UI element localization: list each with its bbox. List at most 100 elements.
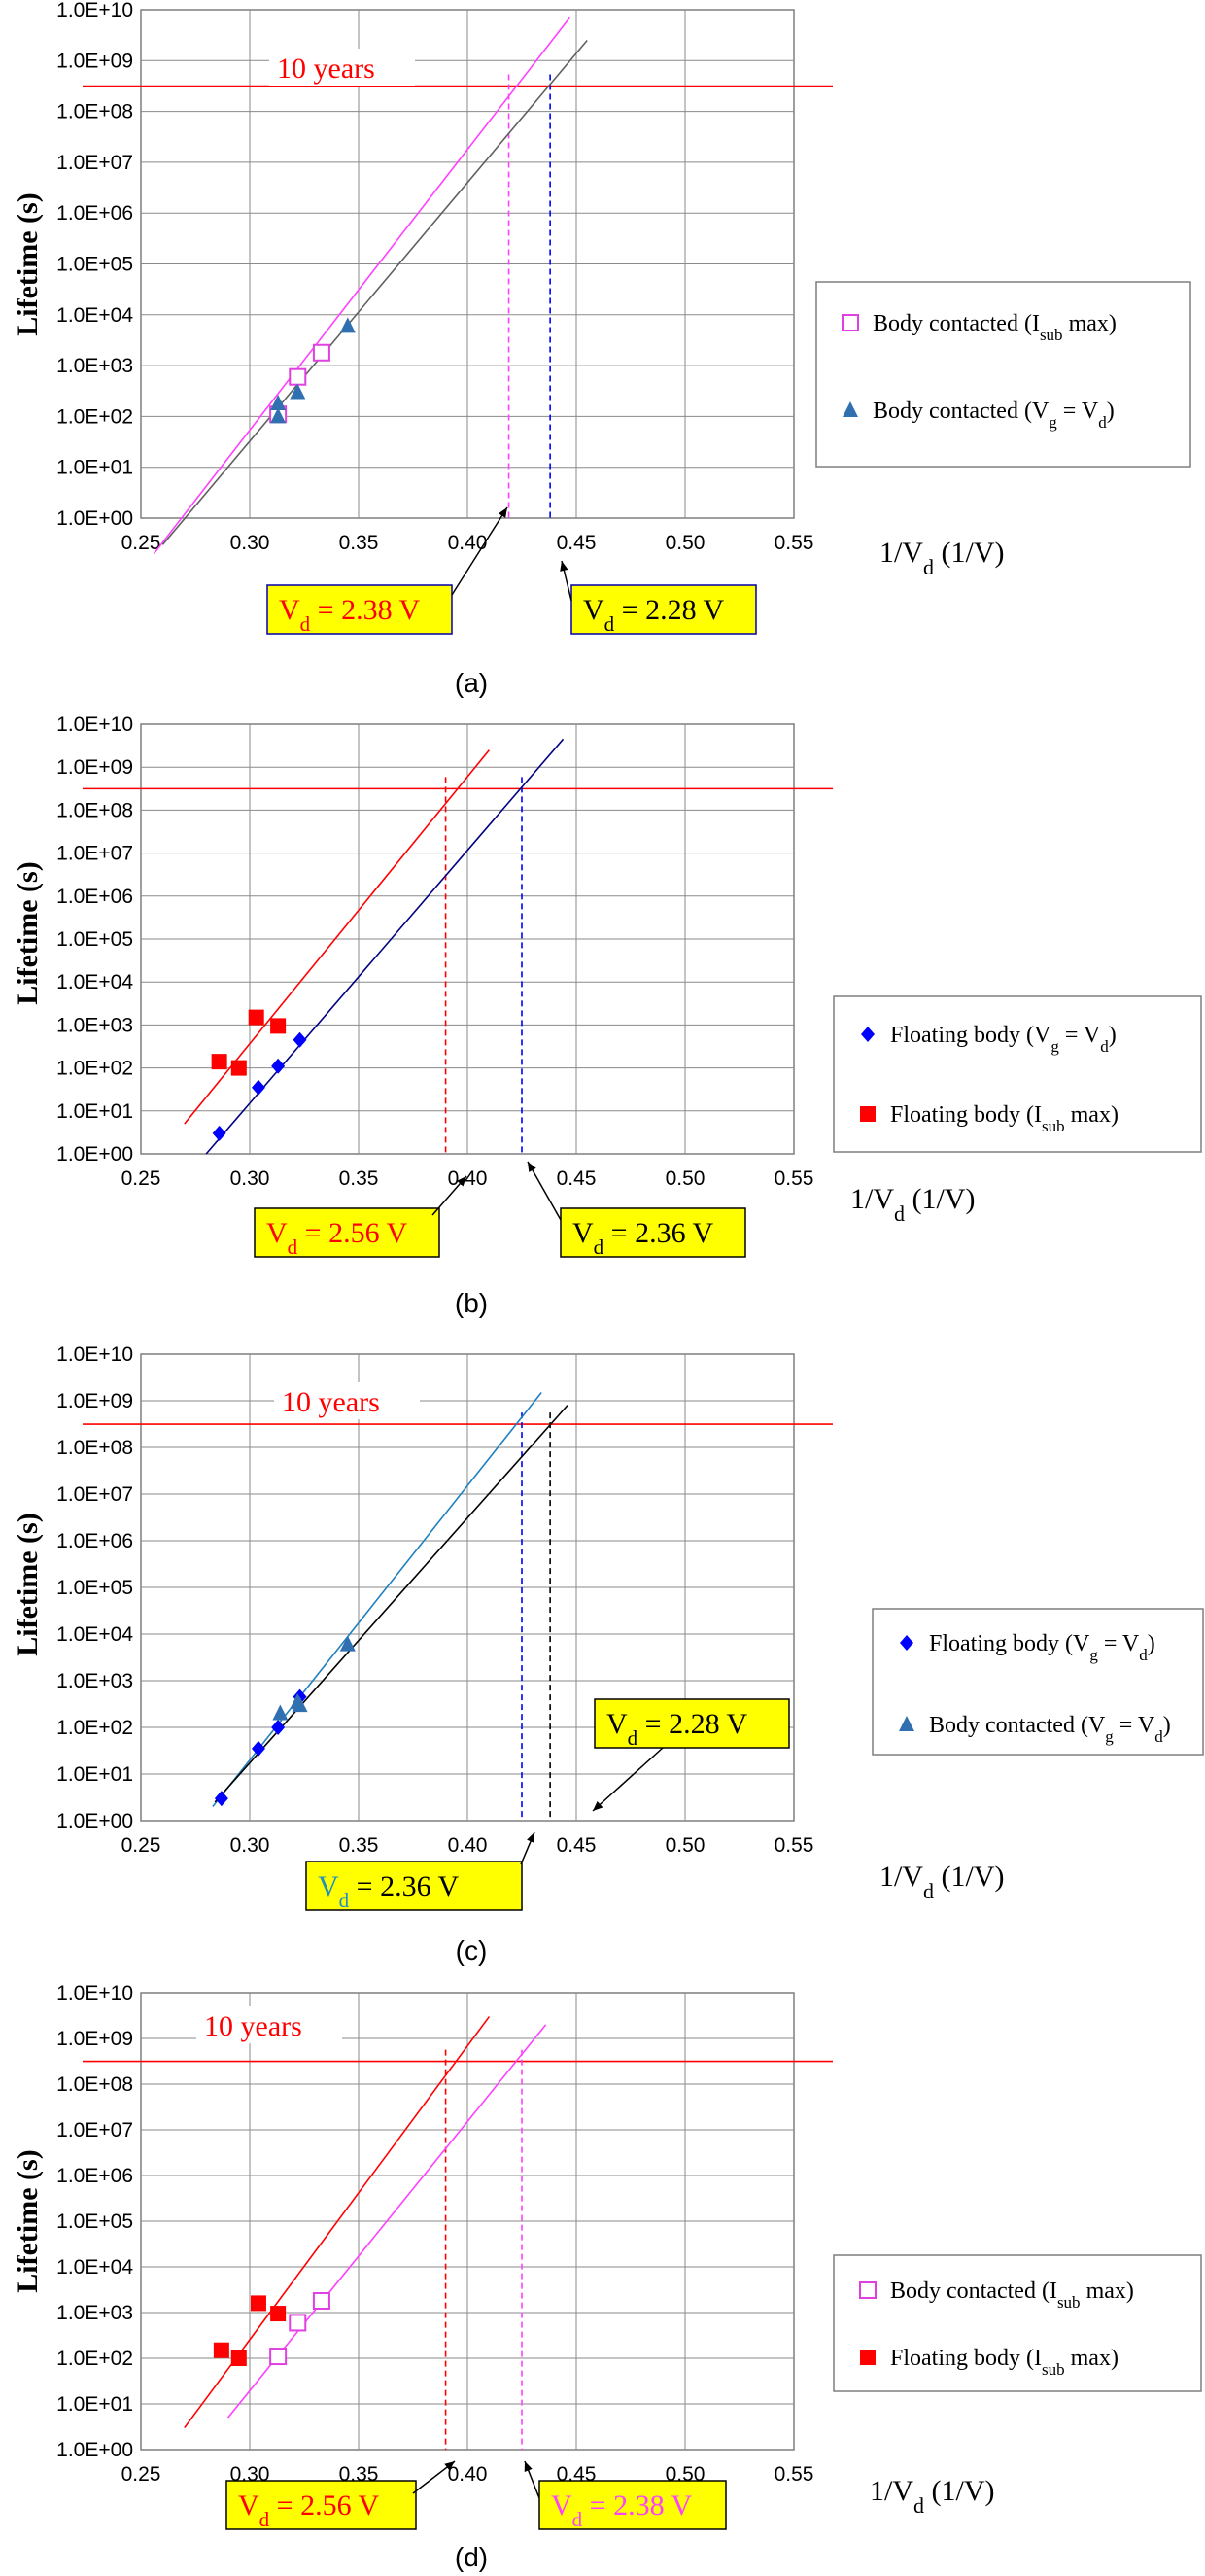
- legend-marker: [842, 314, 859, 331]
- panel-label: (a): [455, 668, 488, 698]
- y-tick-label: 1.0E+04: [56, 971, 133, 993]
- data-point-s0: [289, 2314, 307, 2332]
- y-tick-label: 1.0E+03: [56, 2302, 133, 2324]
- y-tick-label: 1.0E+04: [56, 304, 133, 327]
- y-tick-label: 1.0E+01: [56, 1100, 133, 1123]
- vd-callout-text: Vd = 2.56 V: [266, 1217, 408, 1259]
- ten-years-label: 10 years: [204, 2010, 302, 2042]
- data-point-s1: [211, 1054, 227, 1070]
- x-tick-label: 0.40: [448, 532, 488, 554]
- data-point-s1: [272, 1704, 289, 1721]
- y-axis-label: Lifetime (s): [12, 2149, 44, 2292]
- vd-callout-text: Vd = 2.38 V: [279, 594, 421, 636]
- panel-label: (b): [455, 1288, 488, 1318]
- y-tick-label: 1.0E+02: [56, 1717, 133, 1739]
- data-point-s1: [339, 1635, 356, 1652]
- arrowhead: [527, 1832, 534, 1843]
- arrowhead: [444, 2461, 455, 2471]
- y-tick-label: 1.0E+09: [56, 2028, 133, 2050]
- y-axis-label: Lifetime (s): [12, 861, 44, 1004]
- legend-marker: [843, 401, 858, 417]
- x-tick-label: 0.40: [448, 1834, 488, 1857]
- vd-callout-box: [225, 2480, 417, 2530]
- y-tick-label: 1.0E+00: [56, 1143, 133, 1166]
- data-point-s0: [269, 2348, 288, 2366]
- x-tick-label: 0.25: [121, 532, 161, 554]
- x-tick-label: 0.55: [775, 1834, 814, 1857]
- x-axis-label: 1/Vd (1/V): [850, 1183, 975, 1226]
- data-point-s0: [289, 367, 307, 386]
- y-tick-label: 1.0E+02: [56, 2348, 133, 2370]
- x-tick-label: 0.35: [339, 1167, 379, 1190]
- x-tick-label: 0.25: [121, 2463, 161, 2486]
- x-tick-label: 0.55: [775, 2463, 814, 2486]
- data-point-s1: [230, 1060, 247, 1076]
- legend-entry: Body contacted (Vg = Vd): [929, 1713, 1171, 1746]
- vd-callout-box: [266, 584, 453, 635]
- data-point-s1: [230, 2350, 247, 2366]
- vd-callout-text: Vd = 2.56 V: [238, 2489, 380, 2531]
- ten-years-label: 10 years: [282, 1386, 380, 1418]
- y-tick-label: 1.0E+00: [56, 2439, 133, 2461]
- legend-box: [833, 995, 1202, 1153]
- arrowhead: [524, 2461, 533, 2472]
- x-tick-label: 0.50: [666, 532, 706, 554]
- panel-label: (c): [456, 1935, 488, 1966]
- vd-callout-text: Vd = 2.38 V: [551, 2489, 693, 2531]
- data-point-s0: [271, 1720, 286, 1735]
- legend-entry: Floating body (Vg = Vd): [929, 1631, 1155, 1664]
- x-tick-label: 0.30: [230, 1834, 270, 1857]
- y-tick-label: 1.0E+01: [56, 457, 133, 479]
- data-point-s0: [271, 1058, 286, 1074]
- legend-entry: Floating body (Isub max): [890, 2346, 1119, 2379]
- legend-marker: [899, 1716, 914, 1731]
- arrowhead: [560, 561, 568, 572]
- data-point-s1: [270, 1018, 287, 1034]
- data-point-s1: [270, 2306, 287, 2322]
- y-tick-label: 1.0E+10: [56, 1343, 133, 1366]
- y-tick-label: 1.0E+06: [56, 2165, 133, 2187]
- y-tick-label: 1.0E+09: [56, 1390, 133, 1412]
- data-point-s0: [212, 1125, 226, 1141]
- legend-marker: [859, 2281, 877, 2299]
- y-tick-label: 1.0E+10: [56, 0, 133, 21]
- x-tick-label: 0.45: [557, 532, 597, 554]
- data-point-s0: [312, 2292, 330, 2311]
- x-tick-label: 0.50: [666, 1167, 706, 1190]
- x-tick-label: 0.25: [121, 1834, 161, 1857]
- x-tick-label: 0.30: [230, 1167, 270, 1190]
- y-tick-label: 1.0E+06: [56, 1530, 133, 1552]
- x-tick-label: 0.40: [448, 2463, 488, 2486]
- y-tick-label: 1.0E+05: [56, 2210, 133, 2233]
- y-tick-label: 1.0E+03: [56, 1670, 133, 1692]
- fit-line-1: [214, 1405, 568, 1803]
- x-tick-label: 0.55: [775, 532, 814, 554]
- callout-arrow: [592, 1747, 664, 1812]
- y-tick-label: 1.0E+08: [56, 1437, 133, 1459]
- fit-line-1: [161, 39, 588, 545]
- legend-marker: [900, 1635, 913, 1651]
- data-point-s1: [292, 1696, 308, 1713]
- y-tick-label: 1.0E+07: [56, 152, 133, 174]
- data-point-s1: [270, 395, 287, 411]
- y-axis-label: Lifetime (s): [12, 192, 44, 335]
- y-tick-label: 1.0E+10: [56, 714, 133, 736]
- data-point-s1: [270, 407, 287, 424]
- x-tick-label: 0.45: [557, 1167, 597, 1190]
- callout-arrow: [451, 506, 508, 596]
- legend-entry: Floating body (Vg = Vd): [890, 1023, 1117, 1056]
- x-tick-label: 0.45: [557, 1834, 597, 1857]
- note-background: [269, 49, 415, 86]
- x-tick-label: 0.55: [775, 1167, 814, 1190]
- vd-callout-box: [538, 2480, 727, 2530]
- x-axis-label: 1/Vd (1/V): [870, 2475, 994, 2518]
- legend-marker: [861, 1027, 875, 1042]
- x-tick-label: 0.25: [121, 1167, 161, 1190]
- x-axis-label: 1/Vd (1/V): [879, 537, 1004, 579]
- chart-panel-c: 1.0E+00 1.0E+01 1.0E+02 1.0E+03 1.0E+04 1.0E+…: [12, 1343, 1204, 1966]
- y-tick-label: 1.0E+03: [56, 355, 133, 377]
- vd-callout-box: [570, 584, 757, 635]
- data-point-s0: [251, 1079, 265, 1096]
- y-tick-label: 1.0E+08: [56, 2073, 133, 2096]
